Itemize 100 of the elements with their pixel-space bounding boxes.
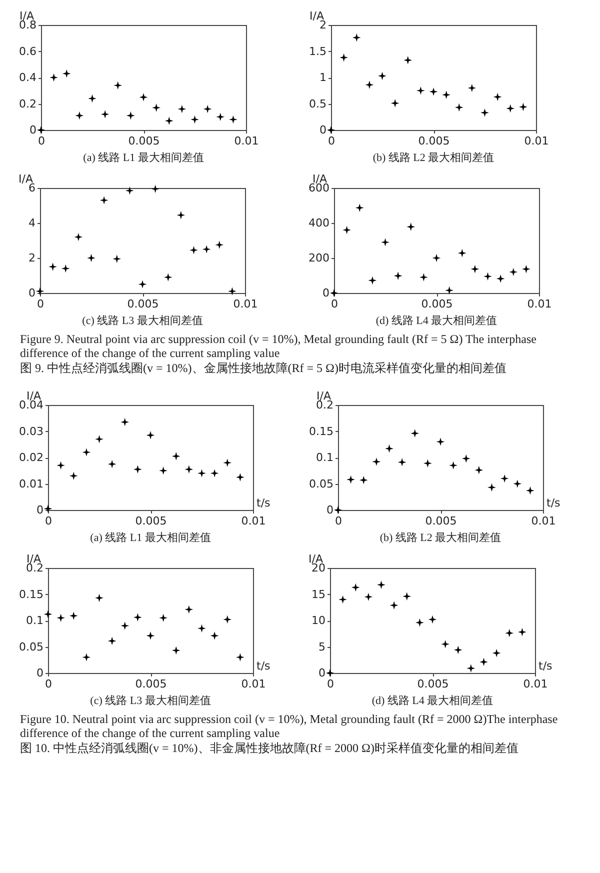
point	[56, 461, 65, 470]
point	[519, 102, 528, 112]
x-tick-label: 0.005	[135, 514, 167, 528]
x-tick-label: 0.005	[127, 298, 159, 310]
y-tick-label: 0.5	[309, 97, 326, 110]
point	[215, 240, 224, 250]
point	[95, 434, 104, 444]
y-tick-label: 0.02	[19, 451, 44, 464]
y-tick-label: 4	[28, 216, 36, 230]
point	[184, 465, 194, 474]
point	[202, 245, 211, 254]
point	[87, 254, 96, 262]
point	[190, 246, 198, 254]
y-tick-label: 600	[308, 182, 330, 194]
x-axis-title: t/s	[256, 496, 271, 510]
point	[404, 56, 412, 64]
point	[56, 614, 65, 622]
point	[236, 653, 244, 662]
point	[436, 438, 445, 446]
caption: Figure 9. Neutral point via arc suppression coil (v = 10%), Metal grounding fault (Rf = 5 Ω) The interphase difference of the change of the current sampling value	[20, 332, 538, 360]
point	[505, 628, 514, 638]
point	[210, 469, 219, 478]
x-tick-label: 0.005	[128, 134, 160, 148]
point	[36, 126, 46, 134]
text: (c) 线路 L3 最大相间差值	[82, 314, 203, 327]
point	[210, 632, 219, 640]
caption: 图 9. 中性点经消弧线圈(v = 10%)、金属性接地故障(Rf = 5 Ω)时电流采样值变化量的相间差值	[20, 361, 508, 375]
point	[74, 232, 83, 242]
point	[112, 254, 122, 264]
point	[159, 466, 168, 475]
point	[420, 273, 428, 282]
point	[522, 264, 530, 274]
text: (b) 线路 L2 最大相间差值	[380, 531, 502, 544]
point	[398, 458, 406, 466]
point	[480, 658, 488, 666]
point	[390, 601, 398, 610]
point	[50, 73, 58, 82]
point	[48, 262, 57, 271]
point	[428, 615, 437, 624]
point	[410, 429, 420, 438]
y-tick-label: 0.03	[19, 424, 44, 438]
point	[468, 84, 476, 92]
point	[500, 474, 509, 483]
x-tick-label: 0.005	[135, 678, 167, 690]
x-axis-title: t/s	[546, 496, 561, 510]
x-tick-label: 0.01	[234, 134, 259, 148]
point	[364, 592, 373, 602]
point	[223, 615, 232, 624]
point	[236, 473, 244, 482]
x-tick-label: 0	[45, 514, 52, 528]
point	[82, 448, 91, 456]
point	[340, 53, 348, 62]
point	[359, 476, 368, 484]
y-tick-label: 2	[320, 18, 326, 32]
point	[509, 268, 518, 276]
caption: Figure 10. Neutral point via arc suppression coil (v = 10%), Metal grounding fault (Rf = 2000 Ω)The interphase difference of the change of the current sampling value	[20, 712, 559, 740]
point	[326, 126, 336, 134]
point	[385, 444, 394, 453]
point	[152, 104, 160, 112]
point	[492, 648, 501, 658]
text: (a) 线路 L1 最大相间差值	[90, 531, 211, 544]
point	[126, 186, 134, 195]
x-tick-label: 0.01	[241, 678, 266, 690]
point	[151, 184, 160, 194]
point	[146, 632, 155, 640]
point	[372, 458, 381, 466]
point	[470, 264, 480, 274]
y-tick-label: 0	[36, 666, 44, 680]
y-tick-label: 10	[312, 614, 326, 627]
point	[496, 274, 505, 283]
point	[352, 33, 361, 42]
point	[346, 475, 355, 484]
point	[458, 248, 466, 258]
point	[441, 640, 450, 648]
y-tick-label: 0.05	[19, 640, 44, 654]
point	[416, 86, 425, 95]
point	[228, 287, 236, 296]
point	[134, 613, 142, 622]
point	[351, 583, 360, 592]
y-tick-label: 0	[318, 666, 326, 680]
y-tick-label: 1.5	[309, 44, 326, 58]
point	[390, 99, 400, 108]
point	[466, 664, 476, 672]
y-tick-label: 400	[308, 216, 330, 230]
point	[120, 418, 130, 426]
point	[44, 610, 52, 618]
y-tick-label: 0.1	[26, 614, 44, 627]
x-tick-label: 0.01	[524, 134, 549, 148]
x-tick-label: 0.005	[425, 514, 457, 528]
point	[355, 204, 364, 212]
point	[474, 466, 484, 474]
x-tick-label: 0.005	[417, 678, 449, 690]
point	[138, 280, 147, 288]
point	[381, 238, 390, 246]
y-tick-label: 0	[30, 124, 36, 136]
point	[36, 287, 44, 296]
point	[178, 104, 186, 114]
y-tick-label: 0.04	[19, 398, 44, 412]
point	[223, 458, 232, 467]
point	[69, 472, 78, 480]
